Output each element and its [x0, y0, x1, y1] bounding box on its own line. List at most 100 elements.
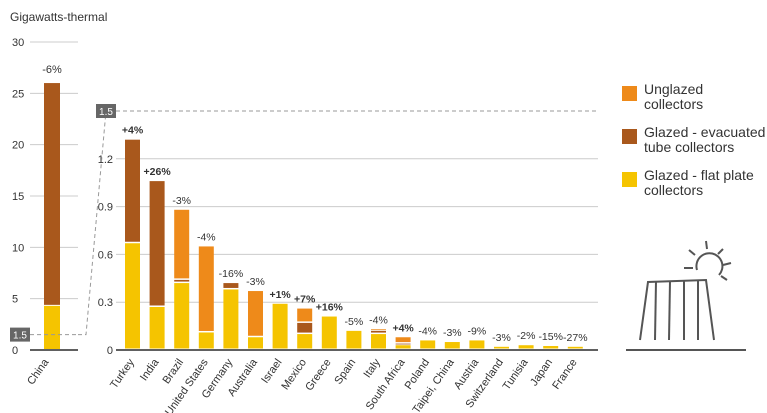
- bar-united-states-flat_plate: [198, 332, 214, 349]
- bar-china-evacuated: [44, 83, 60, 305]
- change-label-poland: -4%: [418, 325, 437, 337]
- change-label-mexico: +7%: [294, 294, 316, 306]
- category-label-spain: Spain: [332, 357, 358, 387]
- bar-france-flat_plate: [567, 346, 583, 349]
- break-connector-line: [78, 110, 107, 336]
- icon-sun-ray-4: [717, 248, 724, 255]
- category-label-italy: Italy: [362, 356, 384, 380]
- category-label-india: India: [138, 356, 162, 383]
- bar-poland-flat_plate: [420, 340, 436, 349]
- change-label-japan: -15%: [538, 331, 563, 343]
- icon-sun-ray-6: [720, 275, 728, 281]
- bar-turkey-evacuated: [125, 139, 140, 242]
- change-label-austria: -9%: [468, 325, 487, 337]
- bar-brazil-evacuated: [174, 279, 190, 282]
- bar-china-flat_plate: [44, 305, 60, 349]
- bar-germany-flat_plate: [223, 289, 239, 349]
- bar-south-africa-evacuated: [395, 343, 411, 345]
- left-ytick-label: 15: [12, 191, 24, 203]
- left-ytick-label: 10: [12, 242, 24, 254]
- legend-swatch-evacuated: [622, 129, 637, 144]
- bar-mexico-unglazed: [297, 308, 313, 322]
- change-label-australia: -3%: [246, 276, 265, 288]
- bar-italy-unglazed: [371, 329, 386, 331]
- change-label-tunisia: -2%: [517, 330, 536, 342]
- bar-austria-flat_plate: [469, 340, 485, 349]
- bar-italy-evacuated: [371, 330, 386, 333]
- left-ytick-label: 5: [12, 294, 18, 306]
- bar-spain-flat_plate: [346, 330, 362, 349]
- bar-south-africa-flat_plate: [395, 345, 411, 349]
- bar-brazil-flat_plate: [174, 283, 190, 349]
- bar-italy-flat_plate: [371, 334, 386, 349]
- bar-brazil-unglazed: [174, 209, 190, 279]
- chart-legend: Unglazed collectors Glazed - evacuated t…: [622, 82, 767, 211]
- right-ytick-label: 0: [107, 345, 113, 357]
- category-label-israel: Israel: [259, 357, 284, 386]
- bar-switzerland-flat_plate: [494, 346, 509, 349]
- bar-india-evacuated: [149, 181, 165, 306]
- y-axis-unit-label: Gigawatts-thermal: [10, 10, 108, 24]
- change-label-china: -6%: [42, 64, 62, 76]
- legend-item-flat-plate: Glazed - flat plate collectors: [622, 168, 767, 198]
- change-label-france: -27%: [563, 332, 588, 344]
- bar-australia-unglazed: [248, 291, 263, 336]
- bar-mexico-flat_plate: [297, 334, 313, 349]
- change-label-italy: -4%: [369, 314, 388, 326]
- bar-india-flat_plate: [149, 306, 165, 349]
- right-tick-labels: 00.30.60.91.2+4%Turkey+26%India-3%Brazil…: [98, 125, 588, 413]
- legend-swatch-flat-plate: [622, 172, 637, 187]
- axis-break-connector: 1.5 1.5: [10, 104, 598, 342]
- change-label-greece: +16%: [316, 302, 344, 314]
- right-break-marker: [96, 104, 116, 118]
- right-ytick-label: 0.6: [98, 249, 113, 261]
- icon-panel-outline: [639, 278, 715, 341]
- change-label-germany: -16%: [219, 268, 244, 280]
- solar-collector-icon: [626, 240, 746, 351]
- icon-panel-bar-2: [668, 280, 671, 341]
- right-gridlines: [116, 158, 598, 351]
- right-bars: [125, 139, 583, 349]
- change-label-turkey: +4%: [122, 125, 144, 137]
- right-ytick-label: 0.9: [98, 202, 113, 214]
- change-label-south-africa: +4%: [392, 322, 414, 334]
- icon-sun-arc: [695, 252, 724, 276]
- right-ytick-label: 1.2: [98, 154, 113, 166]
- bar-greece-flat_plate: [321, 316, 337, 349]
- icon-sun-ray-5: [722, 262, 732, 266]
- icon-sun-ray-3: [705, 240, 708, 250]
- legend-item-evacuated: Glazed - evacuated tube collectors: [622, 125, 767, 155]
- bar-israel-flat_plate: [272, 303, 288, 349]
- category-label-turkey: Turkey: [108, 356, 137, 390]
- legend-swatch-unglazed: [622, 86, 637, 101]
- bar-south-africa-unglazed: [395, 337, 411, 343]
- change-label-switzerland: -3%: [492, 332, 511, 344]
- category-label-greece: Greece: [303, 357, 334, 393]
- change-label-india: +26%: [144, 166, 172, 178]
- right-ytick-label: 0.3: [98, 297, 113, 309]
- change-label-israel: +1%: [269, 289, 291, 301]
- left-ytick-label: 0: [12, 345, 18, 357]
- bar-tunisia-flat_plate: [518, 345, 534, 349]
- icon-sun-ray-2: [688, 249, 696, 256]
- change-label-brazil: -3%: [172, 195, 191, 207]
- bar-taipei-china-flat_plate: [444, 342, 460, 349]
- right-break-marker-label: 1.5: [99, 107, 113, 118]
- left-bars: [44, 83, 60, 349]
- category-label-france: France: [550, 357, 579, 392]
- bar-turkey-flat_plate: [125, 243, 140, 349]
- change-label-spain: -5%: [345, 316, 364, 328]
- bar-australia-flat_plate: [248, 337, 263, 349]
- left-break-marker: [10, 327, 30, 342]
- icon-panel-bar-1: [654, 280, 657, 341]
- legend-label-unglazed: Unglazed collectors: [644, 81, 704, 112]
- bar-mexico-evacuated: [297, 322, 313, 333]
- left-break-marker-label: 1.5: [13, 331, 27, 342]
- category-label-china: China: [25, 356, 52, 387]
- left-ytick-label: 20: [12, 140, 24, 152]
- category-label-tunisia: Tunisia: [501, 356, 531, 392]
- change-label-united-states: -4%: [197, 231, 216, 243]
- legend-item-unglazed: Unglazed collectors: [622, 82, 767, 112]
- left-ytick-label: 30: [12, 37, 24, 49]
